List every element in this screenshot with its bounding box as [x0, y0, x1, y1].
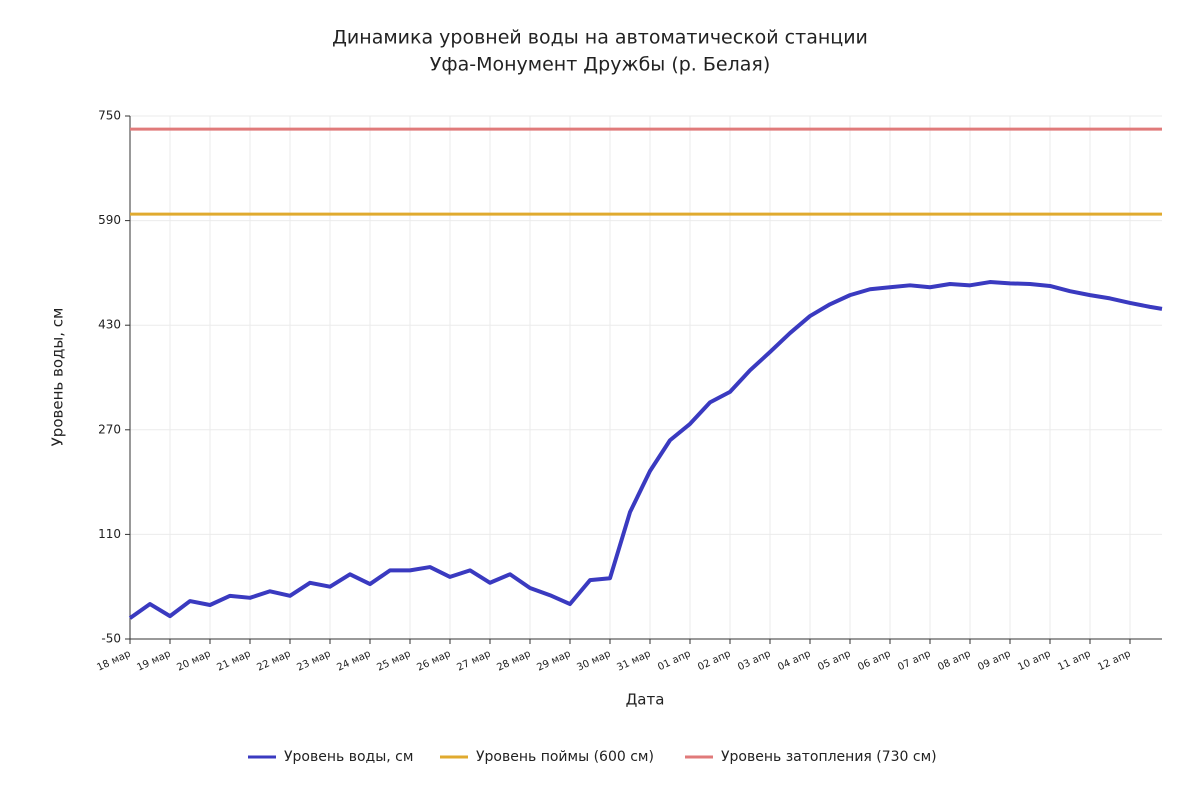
legend-label: Уровень затопления (730 см) — [721, 749, 937, 765]
x-tick-label: 12 апр — [1096, 648, 1132, 673]
x-tick-label: 26 мар — [415, 648, 452, 673]
y-tick-label: 590 — [98, 213, 121, 227]
legend-label: Уровень воды, см — [284, 749, 413, 765]
x-tick-label: 20 мар — [175, 648, 212, 673]
data-line — [128, 280, 1163, 620]
y-tick-label: -50 — [101, 632, 121, 646]
y-tick-label: 750 — [98, 109, 121, 123]
x-tick-label: 18 мар — [95, 648, 132, 673]
y-tick-label: 110 — [98, 527, 121, 541]
x-tick-label: 09 апр — [976, 648, 1012, 673]
x-tick-label: 22 мар — [255, 648, 292, 673]
x-tick-label: 24 мар — [335, 648, 372, 673]
x-tick-label: 27 мар — [455, 648, 492, 673]
x-tick-label: 01 апр — [656, 648, 692, 673]
x-axis-label: Дата — [626, 691, 665, 709]
x-tick-label: 31 мар — [615, 648, 652, 673]
chart-title: Динамика уровней воды на автоматической … — [332, 27, 868, 49]
x-tick-label: 30 мар — [575, 648, 612, 673]
x-tick-label: 05 апр — [816, 648, 852, 673]
x-tick-label: 07 апр — [896, 648, 932, 673]
x-tick-label: 08 апр — [936, 648, 972, 673]
x-tick-label: 23 мар — [295, 648, 332, 673]
chart-subtitle: Уфа-Монумент Дружбы (р. Белая) — [430, 54, 771, 76]
legend-label: Уровень поймы (600 см) — [476, 749, 654, 765]
y-axis-label: Уровень воды, см — [49, 308, 67, 447]
x-tick-label: 25 мар — [375, 648, 412, 673]
x-tick-label: 28 мар — [495, 648, 532, 673]
x-tick-label: 02 апр — [696, 648, 732, 673]
x-tick-label: 10 апр — [1016, 648, 1052, 673]
x-tick-label: 06 апр — [856, 648, 892, 673]
y-tick-label: 430 — [98, 318, 121, 332]
x-tick-label: 11 апр — [1056, 648, 1092, 673]
x-tick-label: 29 мар — [535, 648, 572, 673]
x-tick-label: 19 мар — [135, 648, 172, 673]
x-tick-label: 03 апр — [736, 648, 772, 673]
x-tick-label: 21 мар — [215, 648, 252, 673]
y-tick-label: 270 — [98, 422, 121, 436]
x-tick-label: 04 апр — [776, 648, 812, 673]
